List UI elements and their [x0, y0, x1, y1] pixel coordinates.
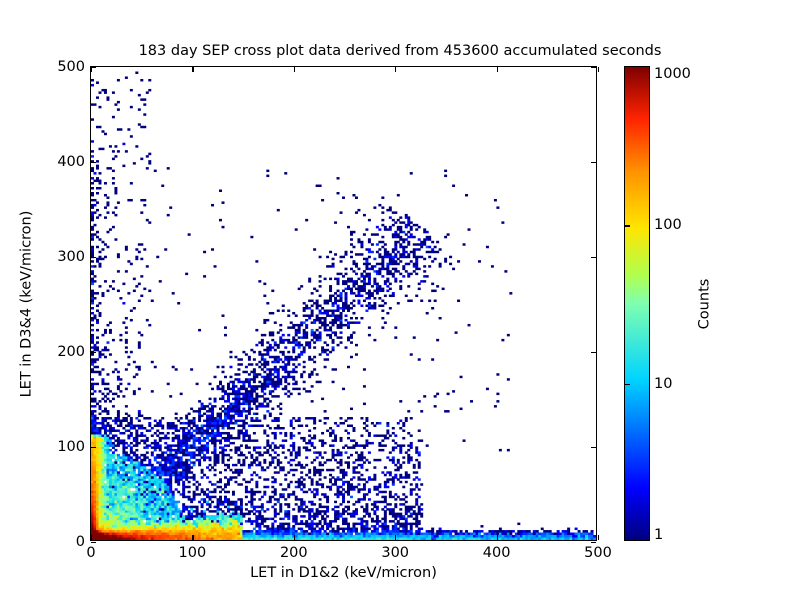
x-axis-tick-top: [395, 67, 397, 72]
colorbar-tick-label: 1000: [654, 66, 691, 82]
y-axis-tick-label: 300: [57, 249, 85, 265]
y-axis-label-text: LET in D3&4 (keV/micron): [18, 210, 35, 397]
y-axis-tick-label: 200: [57, 344, 85, 360]
x-axis-label: LET in D1&2 (keV/micron): [90, 565, 597, 581]
y-axis-tick: [91, 352, 96, 354]
colorbar-tick: [625, 383, 630, 385]
x-axis-tick-label: 0: [86, 545, 96, 561]
y-axis-tick-label: 400: [57, 154, 85, 170]
x-axis-tick-label: 300: [381, 545, 410, 561]
colorbar-label: Counts: [694, 66, 714, 541]
y-axis-tick-right: [591, 67, 596, 69]
x-axis-tick: [395, 535, 397, 540]
x-axis-tick: [598, 535, 600, 540]
plot-title-line-1: 183 day SEP cross plot data derived from…: [138, 43, 662, 59]
x-axis-tick: [91, 535, 93, 540]
y-axis-tick-label: 500: [57, 59, 85, 75]
x-axis-label-text: LET in D1&2 (keV/micron): [250, 565, 437, 581]
x-axis-tick-label: 500: [584, 545, 612, 561]
x-axis-tick-top: [598, 67, 600, 72]
y-axis-tick: [91, 162, 96, 164]
colorbar-tick: [625, 225, 630, 227]
y-axis-label: LET in D3&4 (keV/micron): [16, 66, 36, 541]
colorbar-tick-label: 10: [654, 375, 673, 392]
y-axis-tick: [91, 257, 96, 259]
x-axis-tick-top: [496, 67, 498, 72]
x-axis-tick-label: 200: [279, 545, 308, 561]
y-axis-tick-right: [591, 257, 596, 259]
y-axis-tick: [91, 67, 96, 69]
colorbar-tick-label: 1: [654, 527, 664, 543]
scatter-heatmap-canvas: [91, 67, 596, 540]
colorbar-tick-label: 100: [654, 217, 682, 234]
y-axis-tick: [91, 542, 96, 544]
y-axis-tick-right: [591, 162, 596, 164]
y-axis-tick-right: [591, 542, 596, 544]
x-axis-tick-label: 400: [482, 545, 511, 561]
x-axis-tick: [293, 535, 295, 540]
colorbar: 1 10 100 1000: [624, 66, 691, 543]
x-axis-tick-top: [293, 67, 295, 72]
x-axis-tick-label: 100: [178, 545, 207, 561]
y-axis-tick-right: [591, 447, 596, 449]
x-axis-tick: [192, 535, 194, 540]
colorbar-gradient: [625, 67, 649, 540]
y-axis-tick: [91, 447, 96, 449]
colorbar-label-text: Counts: [696, 278, 712, 329]
x-axis-tick: [496, 535, 498, 540]
plot-axes: 0 100 200 300 400 500 0 100 200 300 400 500: [57, 59, 612, 561]
y-axis-tick-label: 0: [75, 534, 85, 550]
y-axis-tick-right: [591, 352, 596, 354]
x-axis-tick-top: [192, 67, 194, 72]
x-axis-tick-top: [91, 67, 93, 72]
y-axis-tick-label: 100: [57, 439, 85, 455]
